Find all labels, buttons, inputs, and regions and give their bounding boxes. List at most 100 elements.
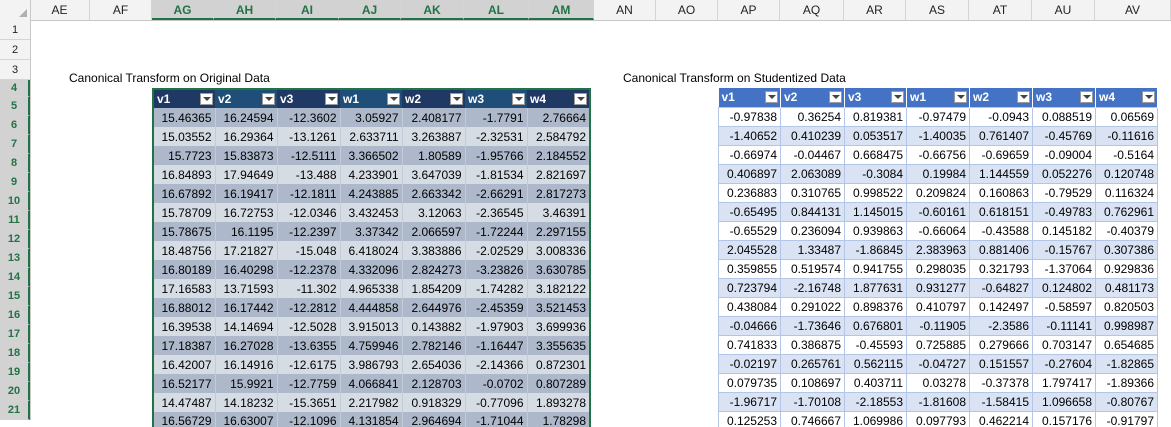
table-cell[interactable]: -0.11616: [1095, 125, 1158, 146]
row-header-1[interactable]: 1: [0, 20, 30, 40]
table-cell[interactable]: 3.008336: [527, 241, 591, 260]
row-header-15[interactable]: 15: [0, 287, 30, 306]
table-cell[interactable]: -0.04467: [780, 144, 845, 165]
table-cell[interactable]: -0.97479: [906, 106, 970, 127]
table-cell[interactable]: 0.998987: [1095, 315, 1158, 336]
table-cell[interactable]: 15.78675: [153, 222, 216, 241]
table-cell[interactable]: 0.762961: [1095, 201, 1158, 222]
table-cell[interactable]: 1.854209: [402, 279, 466, 298]
table-cell[interactable]: -1.89366: [1095, 372, 1158, 393]
table-cell[interactable]: -2.36545: [465, 203, 528, 222]
table-cell[interactable]: 3.986793: [340, 355, 403, 374]
table-cell[interactable]: -0.77096: [465, 393, 528, 412]
table-cell[interactable]: 1.877631: [844, 277, 907, 298]
table-cell[interactable]: 16.24594: [215, 108, 278, 127]
table-cell[interactable]: 0.723794: [718, 277, 781, 298]
table-cell[interactable]: 0.654685: [1095, 334, 1158, 355]
table-cell[interactable]: 1.33487: [780, 239, 845, 260]
table-cell[interactable]: -1.40652: [718, 125, 781, 146]
table-cell[interactable]: 3.12063: [402, 203, 466, 222]
table-cell[interactable]: 15.46365: [153, 108, 216, 127]
table-cell[interactable]: -1.95766: [465, 146, 528, 165]
table-cell[interactable]: 17.16583: [153, 279, 216, 298]
table-cell[interactable]: -0.11141: [1032, 315, 1096, 336]
table-cell[interactable]: 3.699936: [527, 317, 591, 336]
filter-dropdown-icon[interactable]: [574, 93, 587, 105]
table-cell[interactable]: 14.47487: [153, 393, 216, 412]
table-cell[interactable]: -0.91797: [1095, 410, 1158, 427]
table-cell[interactable]: 4.243885: [340, 184, 403, 203]
table-cell[interactable]: -0.04666: [718, 315, 781, 336]
table-cell[interactable]: 0.746667: [780, 410, 845, 427]
row-header-4[interactable]: 4: [0, 80, 30, 97]
table-cell[interactable]: -0.04727: [906, 353, 970, 374]
table-cell[interactable]: 3.182122: [527, 279, 591, 298]
table-cell[interactable]: 1.145015: [844, 201, 907, 222]
column-header-ar[interactable]: AR: [844, 0, 906, 20]
table-cell[interactable]: 3.630785: [527, 260, 591, 279]
table-cell[interactable]: 2.633711: [340, 127, 403, 146]
table-cell[interactable]: 16.52177: [153, 374, 216, 393]
table-cell[interactable]: 2.066597: [402, 222, 466, 241]
table-cell[interactable]: -0.02197: [718, 353, 781, 374]
table-cell[interactable]: -0.45593: [844, 334, 907, 355]
table-cell[interactable]: 0.307386: [1095, 239, 1158, 260]
table-cell[interactable]: 3.915013: [340, 317, 403, 336]
original-data-table[interactable]: v1 v2 v3 w1 w2 w3 w4 15.46365 16.24594 -12.3602 3.…: [152, 88, 591, 427]
row-header-20[interactable]: 20: [0, 382, 30, 401]
column-header-v3[interactable]: v3: [277, 89, 340, 108]
filter-dropdown-icon[interactable]: [765, 91, 778, 103]
table-cell[interactable]: -0.3084: [844, 163, 907, 184]
column-header-ap[interactable]: AP: [718, 0, 780, 20]
table-cell[interactable]: -0.0943: [969, 106, 1033, 127]
table-cell[interactable]: 0.052276: [1032, 163, 1096, 184]
filter-dropdown-icon[interactable]: [450, 93, 463, 105]
table-cell[interactable]: 0.236883: [718, 182, 781, 203]
table-cell[interactable]: -2.32531: [465, 127, 528, 146]
table-cell[interactable]: -2.45359: [465, 298, 528, 317]
table-cell[interactable]: -0.15767: [1032, 239, 1096, 260]
table-cell[interactable]: 4.131854: [340, 412, 403, 427]
column-header-w1[interactable]: w1: [906, 88, 970, 107]
filter-dropdown-icon[interactable]: [1142, 91, 1155, 103]
table-cell[interactable]: 0.310765: [780, 182, 845, 203]
table-cell[interactable]: 16.27028: [215, 336, 278, 355]
table-cell[interactable]: 4.444858: [340, 298, 403, 317]
table-cell[interactable]: 0.676801: [844, 315, 907, 336]
studentized-data-table[interactable]: v1 v2 v3 w1 w2 w3 w4 -0.97838 0.36254 0.819381 -0.…: [718, 88, 1158, 427]
column-header-af[interactable]: AF: [90, 0, 152, 20]
table-cell[interactable]: 3.355635: [527, 336, 591, 355]
column-header-as[interactable]: AS: [906, 0, 969, 20]
row-header-6[interactable]: 6: [0, 116, 30, 135]
table-cell[interactable]: 15.83873: [215, 146, 278, 165]
column-header-v3[interactable]: v3: [844, 88, 907, 107]
row-header-7[interactable]: 7: [0, 135, 30, 154]
row-header-16[interactable]: 16: [0, 306, 30, 325]
column-header-au[interactable]: AU: [1032, 0, 1095, 20]
table-cell[interactable]: 0.703147: [1032, 334, 1096, 355]
table-cell[interactable]: 0.265761: [780, 353, 845, 374]
table-cell[interactable]: -15.048: [277, 241, 341, 260]
table-cell[interactable]: 3.46391: [527, 203, 591, 222]
column-header-v1[interactable]: v1: [718, 88, 781, 107]
table-cell[interactable]: 2.128703: [402, 374, 466, 393]
table-cell[interactable]: -1.97903: [465, 317, 528, 336]
table-cell[interactable]: 3.366502: [340, 146, 403, 165]
row-header-12[interactable]: 12: [0, 230, 30, 249]
table-cell[interactable]: 3.05927: [340, 108, 403, 127]
table-cell[interactable]: 0.06569: [1095, 106, 1158, 127]
row-header-5[interactable]: 5: [0, 97, 30, 116]
table-cell[interactable]: 2.824273: [402, 260, 466, 279]
table-cell[interactable]: -0.60161: [906, 201, 970, 222]
table-cell[interactable]: 3.263887: [402, 127, 466, 146]
table-cell[interactable]: 17.18387: [153, 336, 216, 355]
filter-dropdown-icon[interactable]: [954, 91, 967, 103]
table-cell[interactable]: -0.65529: [718, 220, 781, 241]
table-cell[interactable]: -2.02529: [465, 241, 528, 260]
table-cell[interactable]: 0.125253: [718, 410, 781, 427]
table-cell[interactable]: 0.481173: [1095, 277, 1158, 298]
table-cell[interactable]: -0.27604: [1032, 353, 1096, 374]
table-cell[interactable]: 14.18232: [215, 393, 278, 412]
table-cell[interactable]: 0.519574: [780, 258, 845, 279]
table-cell[interactable]: 0.941755: [844, 258, 907, 279]
